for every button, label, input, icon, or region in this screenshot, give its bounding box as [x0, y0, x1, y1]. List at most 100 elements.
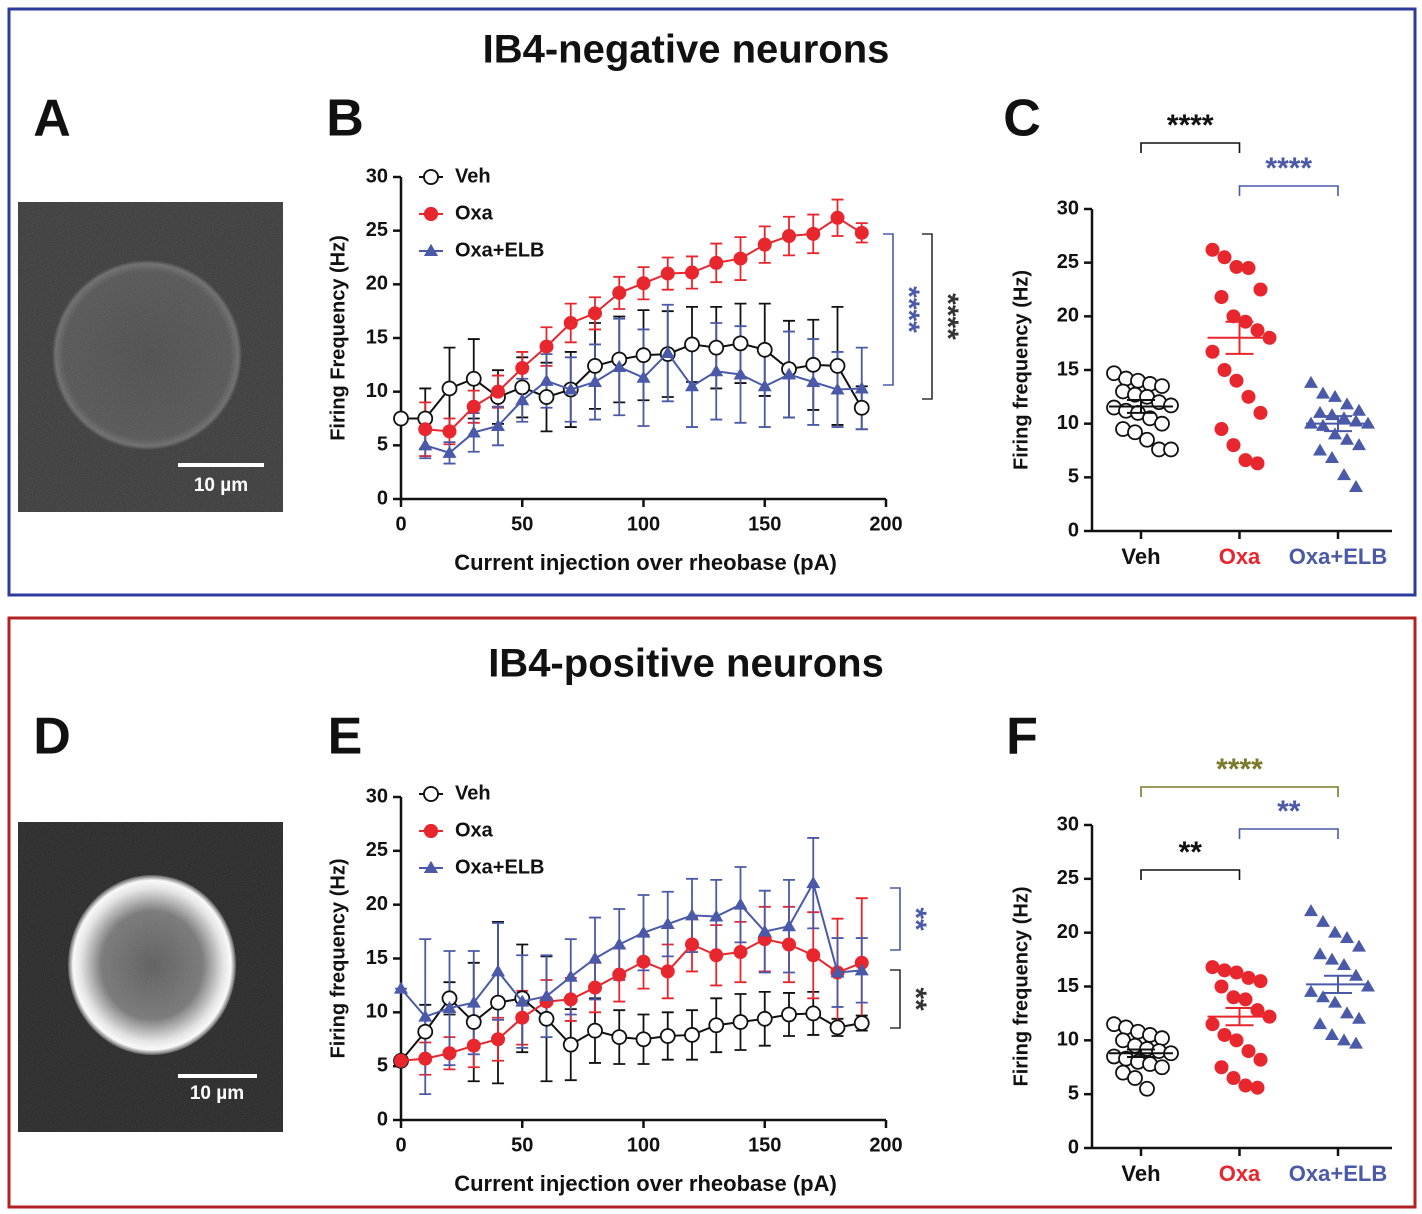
marker — [1163, 441, 1179, 458]
marker — [1328, 995, 1342, 1008]
marker — [491, 384, 505, 399]
panel-letter: C — [1003, 90, 1041, 148]
marker — [708, 339, 725, 356]
marker — [1313, 1017, 1327, 1030]
sem-bar — [1225, 320, 1254, 355]
y-tick-label: 10 — [1057, 1029, 1079, 1051]
marker — [466, 1038, 481, 1053]
y-tick-label: 10 — [1057, 412, 1079, 434]
marker — [829, 358, 846, 374]
marker — [1352, 403, 1366, 416]
y-tick-label: 25 — [1057, 867, 1079, 889]
marker — [805, 356, 822, 373]
marker — [491, 1032, 505, 1047]
marker — [515, 1010, 530, 1025]
marker — [1304, 984, 1318, 997]
marker — [418, 438, 433, 451]
marker — [442, 1046, 457, 1061]
marker — [588, 306, 602, 321]
y-tick-label: 20 — [366, 273, 388, 295]
significance-bracket — [883, 233, 894, 386]
y-tick-label: 25 — [366, 219, 388, 241]
marker — [732, 1014, 749, 1030]
marker — [635, 347, 652, 364]
marker — [1325, 408, 1339, 421]
marker — [1214, 1060, 1229, 1075]
marker — [660, 266, 675, 281]
marker — [829, 1019, 846, 1036]
significance-label: ** — [1277, 795, 1301, 828]
marker — [1313, 405, 1327, 418]
marker — [1250, 323, 1265, 338]
sem-bar — [1127, 399, 1155, 414]
marker — [424, 824, 438, 838]
marker — [1127, 1070, 1143, 1086]
marker — [1163, 397, 1179, 414]
marker — [685, 265, 699, 280]
significance-bracket — [890, 887, 901, 951]
marker — [466, 425, 481, 438]
marker — [1253, 974, 1268, 989]
significance-label: ** — [899, 987, 932, 1011]
marker — [853, 1015, 870, 1031]
y-axis-label: Firing frequency (Hz) — [1010, 270, 1032, 470]
marker — [1253, 1052, 1268, 1067]
panel-letter: B — [326, 90, 364, 148]
marker — [1226, 990, 1241, 1005]
y-tick-label: 20 — [1057, 921, 1079, 943]
scale-bar-label: 10 µm — [194, 475, 248, 496]
noise — [18, 822, 283, 1132]
y-axis-label: Firing frequency (Hz) — [1010, 886, 1032, 1086]
y-tick-label: 25 — [366, 839, 388, 861]
marker — [1349, 1036, 1363, 1049]
marker — [1217, 963, 1232, 978]
marker — [1340, 931, 1354, 944]
x-tick-label: 100 — [627, 513, 660, 535]
x-tick-label: Oxa+ELB — [1289, 1161, 1387, 1186]
marker — [1205, 1017, 1220, 1032]
sem-bar — [1225, 1007, 1254, 1027]
y-tick-label: 20 — [366, 893, 388, 915]
marker — [490, 994, 506, 1011]
marker — [466, 399, 481, 414]
marker — [659, 1028, 676, 1044]
marker — [1205, 960, 1220, 975]
marker — [1205, 344, 1220, 359]
significance-label: **** — [1167, 109, 1214, 142]
marker — [757, 237, 772, 252]
marker — [853, 399, 870, 416]
marker — [636, 925, 651, 938]
marker — [1139, 1080, 1155, 1097]
significance-label: **** — [931, 293, 964, 340]
marker — [708, 1017, 725, 1034]
significance-bracket — [1140, 142, 1241, 153]
marker — [854, 381, 869, 394]
marker — [830, 965, 845, 978]
marker — [441, 380, 458, 397]
marker — [612, 937, 627, 950]
marker — [1139, 431, 1155, 448]
marker — [636, 370, 651, 383]
marker — [587, 1022, 603, 1039]
noise — [18, 202, 283, 512]
marker — [805, 1005, 822, 1022]
marker — [1313, 947, 1327, 960]
x-tick-label: 0 — [395, 513, 406, 535]
marker — [756, 1010, 773, 1027]
marker — [636, 954, 651, 969]
marker — [1154, 415, 1170, 432]
marker — [854, 225, 869, 240]
marker — [684, 1027, 700, 1043]
x-axis-label: Current injection over rheobase (pA) — [454, 1171, 837, 1196]
significance-label: ** — [899, 907, 932, 931]
marker — [709, 909, 724, 922]
marker — [1325, 1027, 1339, 1040]
y-tick-label: 5 — [1068, 1082, 1079, 1104]
marker — [1229, 373, 1244, 388]
marker — [491, 964, 505, 977]
marker — [1217, 250, 1232, 265]
sem-bar — [1324, 974, 1352, 994]
x-tick-label: 50 — [511, 513, 533, 535]
marker — [1226, 1071, 1241, 1086]
